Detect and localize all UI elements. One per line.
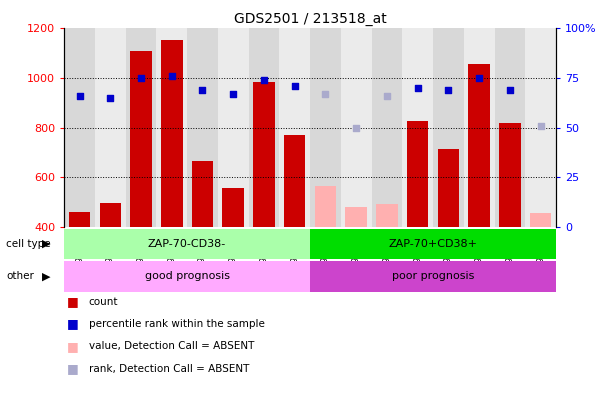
Bar: [464, 28, 494, 227]
Bar: [100, 203, 121, 227]
Text: count: count: [89, 297, 118, 307]
Bar: [95, 28, 126, 227]
Bar: [156, 28, 187, 227]
Bar: [499, 123, 521, 227]
Point: [321, 91, 331, 97]
Bar: [433, 28, 464, 227]
Bar: [187, 28, 218, 227]
Text: other: other: [6, 271, 34, 281]
Text: ■: ■: [67, 362, 79, 375]
Bar: [437, 149, 459, 227]
Text: ■: ■: [67, 295, 79, 308]
Bar: [222, 188, 244, 227]
Bar: [279, 28, 310, 227]
Bar: [310, 28, 341, 227]
Bar: [310, 229, 556, 259]
Text: ■: ■: [67, 340, 79, 353]
Text: poor prognosis: poor prognosis: [392, 271, 474, 281]
Bar: [310, 261, 556, 292]
Text: ZAP-70-CD38-: ZAP-70-CD38-: [148, 239, 226, 249]
Point: [382, 93, 392, 99]
Text: ▶: ▶: [42, 271, 50, 281]
Text: percentile rank within the sample: percentile rank within the sample: [89, 319, 265, 329]
Bar: [253, 82, 275, 227]
Bar: [469, 64, 490, 227]
Text: value, Detection Call = ABSENT: value, Detection Call = ABSENT: [89, 341, 254, 351]
Bar: [402, 28, 433, 227]
Text: cell type: cell type: [6, 239, 51, 249]
Bar: [530, 213, 551, 227]
Bar: [525, 28, 556, 227]
Text: ZAP-70+CD38+: ZAP-70+CD38+: [389, 239, 478, 249]
Point: [259, 77, 269, 83]
Bar: [64, 28, 95, 227]
Bar: [407, 122, 428, 227]
Point: [197, 87, 207, 93]
Bar: [64, 261, 310, 292]
Bar: [376, 205, 398, 227]
Bar: [130, 51, 152, 227]
Bar: [494, 28, 525, 227]
Bar: [126, 28, 156, 227]
Bar: [64, 229, 310, 259]
Point: [536, 122, 546, 129]
Bar: [69, 212, 90, 227]
Point: [75, 93, 84, 99]
Point: [105, 95, 115, 101]
Point: [167, 73, 177, 79]
Bar: [161, 40, 183, 227]
Bar: [315, 186, 336, 227]
Bar: [192, 161, 213, 227]
Point: [351, 124, 361, 131]
Text: ▶: ▶: [42, 239, 50, 249]
Bar: [341, 28, 371, 227]
Point: [474, 75, 484, 81]
Text: good prognosis: good prognosis: [145, 271, 230, 281]
Bar: [371, 28, 402, 227]
Bar: [345, 207, 367, 227]
Bar: [249, 28, 279, 227]
Point: [505, 87, 515, 93]
Bar: [218, 28, 249, 227]
Title: GDS2501 / 213518_at: GDS2501 / 213518_at: [233, 12, 386, 26]
Text: ■: ■: [67, 318, 79, 330]
Point: [413, 85, 423, 91]
Point: [290, 83, 299, 89]
Text: rank, Detection Call = ABSENT: rank, Detection Call = ABSENT: [89, 364, 249, 373]
Bar: [284, 135, 306, 227]
Point: [136, 75, 146, 81]
Point: [229, 91, 238, 97]
Point: [444, 87, 453, 93]
